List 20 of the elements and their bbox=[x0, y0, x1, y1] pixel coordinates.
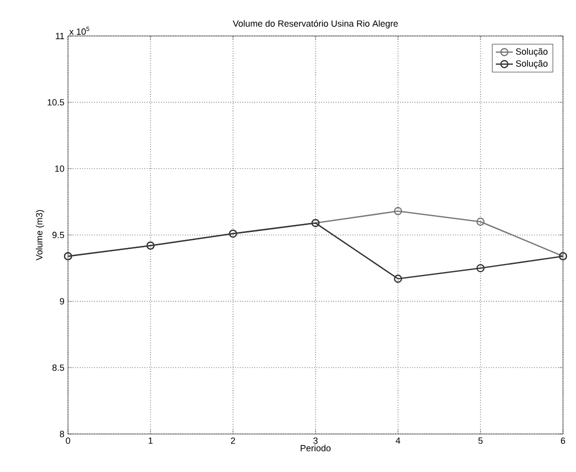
x-tick-label: 6 bbox=[560, 438, 566, 444]
y-tick-label: 11 bbox=[56, 32, 64, 40]
chart-title: Volume do Reservatório Usina Rio Alegre bbox=[232, 20, 398, 28]
x-tick-label: 5 bbox=[478, 438, 483, 444]
x-tick-label: 1 bbox=[148, 438, 153, 444]
legend-label: Solução bbox=[516, 48, 548, 57]
y-tick-label: 9 bbox=[60, 298, 64, 304]
x-axis-title: Periodo bbox=[300, 444, 331, 452]
legend-label: Solução bbox=[516, 60, 548, 69]
y-tick-label: 8 bbox=[60, 430, 64, 438]
text: x 10$^{5}$ bbox=[69, 26, 90, 35]
y-tick-label: 9.5 bbox=[52, 232, 64, 238]
y-axis-title: Volume (m3) bbox=[36, 210, 44, 260]
x-tick-label: 3 bbox=[313, 438, 318, 444]
x-tick-label: 2 bbox=[230, 438, 236, 444]
y-tick-label: 10.5 bbox=[48, 99, 64, 106]
y-tick-label: 8.5 bbox=[52, 364, 64, 371]
y-tick-label: 10 bbox=[55, 165, 64, 172]
x-tick-label: 0 bbox=[66, 438, 70, 444]
x-tick-label: 4 bbox=[396, 438, 400, 444]
